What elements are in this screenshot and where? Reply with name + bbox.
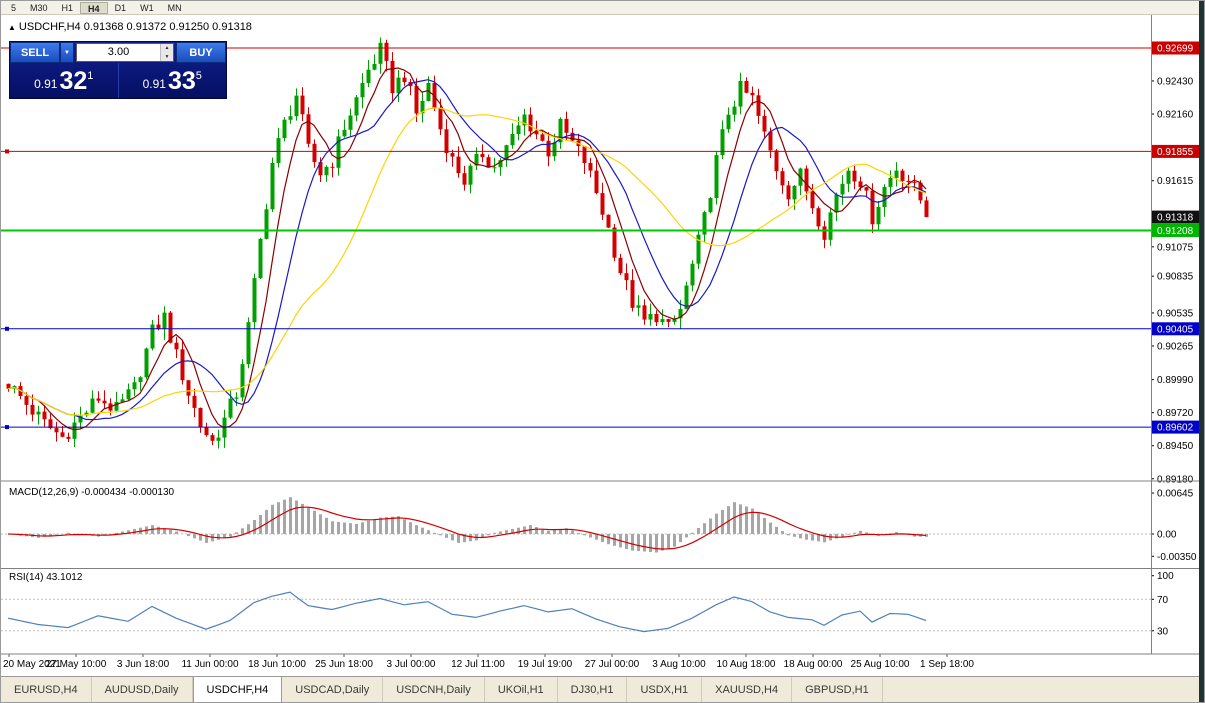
buy-price-prefix: 0.91 xyxy=(142,77,166,91)
svg-text:0.91318: 0.91318 xyxy=(1157,213,1194,224)
price-chart[interactable] xyxy=(1,37,1151,449)
svg-text:18 Aug 00:00: 18 Aug 00:00 xyxy=(784,659,843,670)
svg-text:30: 30 xyxy=(1157,626,1169,637)
svg-text:25 Aug 10:00: 25 Aug 10:00 xyxy=(851,659,910,670)
svg-text:20 May 2021: 20 May 2021 xyxy=(3,659,61,670)
tab-audusd-daily[interactable]: AUDUSD,Daily xyxy=(92,677,193,702)
volume-down-button[interactable]: ▼ xyxy=(161,52,173,61)
svg-text:0.90835: 0.90835 xyxy=(1157,272,1194,283)
tab-usdcad-daily[interactable]: USDCAD,Daily xyxy=(282,677,384,702)
svg-text:3 Jun 18:00: 3 Jun 18:00 xyxy=(117,659,170,670)
macd-panel[interactable] xyxy=(1,497,1151,553)
timeframe-h1[interactable]: H1 xyxy=(61,2,74,13)
svg-text:3 Jul 00:00: 3 Jul 00:00 xyxy=(387,659,436,670)
timeframe-w1[interactable]: W1 xyxy=(140,2,154,13)
svg-text:0.92430: 0.92430 xyxy=(1157,76,1194,87)
timeframe-bar: 5 M30 H1 H4 D1 W1 MN xyxy=(1,1,1204,15)
sell-price[interactable]: 0.91 32 1 xyxy=(10,63,119,98)
svg-text:70: 70 xyxy=(1157,595,1169,606)
svg-text:0.92160: 0.92160 xyxy=(1157,110,1194,121)
rsi-label: RSI(14) 43.1012 xyxy=(9,572,83,583)
svg-text:19 Jul 19:00: 19 Jul 19:00 xyxy=(518,659,573,670)
sell-button[interactable]: SELL xyxy=(10,42,60,63)
timeframe-mn[interactable]: MN xyxy=(167,2,182,13)
chart-title: ▲ USDCHF,H4 0.91368 0.91372 0.91250 0.913… xyxy=(8,21,252,33)
timeframe-5[interactable]: 5 xyxy=(11,2,17,13)
svg-text:0.89602: 0.89602 xyxy=(1157,423,1194,434)
svg-text:100: 100 xyxy=(1157,571,1174,582)
tab-eurusd-h4[interactable]: EURUSD,H4 xyxy=(1,677,92,702)
one-click-trading-panel: SELL ▼ 3.00 ▲ ▼ BUY 0.91 32 1 0.91 33 5 xyxy=(9,41,227,99)
svg-text:0.00645: 0.00645 xyxy=(1157,489,1194,500)
svg-text:10 Aug 18:00: 10 Aug 18:00 xyxy=(717,659,776,670)
window-right-edge xyxy=(1199,1,1204,702)
chart-title-text: USDCHF,H4 0.91368 0.91372 0.91250 0.9131… xyxy=(18,21,252,33)
svg-text:0.91075: 0.91075 xyxy=(1157,242,1194,253)
svg-text:1 Sep 18:00: 1 Sep 18:00 xyxy=(920,659,974,670)
buy-button[interactable]: BUY xyxy=(176,42,226,63)
svg-text:25 Jun 18:00: 25 Jun 18:00 xyxy=(315,659,373,670)
svg-text:0.89180: 0.89180 xyxy=(1157,474,1194,485)
svg-text:0.90405: 0.90405 xyxy=(1157,324,1194,335)
timeframe-h4[interactable]: H4 xyxy=(80,1,108,14)
svg-text:0.89720: 0.89720 xyxy=(1157,408,1194,419)
chart-symbol-icon: ▲ xyxy=(8,23,16,32)
svg-text:0.91855: 0.91855 xyxy=(1157,147,1194,158)
tab-dj30-h1[interactable]: DJ30,H1 xyxy=(558,677,628,702)
sell-price-big: 32 xyxy=(59,67,88,95)
svg-text:27 May 10:00: 27 May 10:00 xyxy=(46,659,107,670)
sell-dropdown-icon[interactable]: ▼ xyxy=(60,42,74,63)
symbol-tabs: EURUSD,H4 AUDUSD,Daily USDCHF,H4 USDCAD,Dai… xyxy=(1,676,1204,702)
buy-price[interactable]: 0.91 33 5 xyxy=(119,63,227,98)
buy-price-sup: 5 xyxy=(195,70,202,82)
volume-up-button[interactable]: ▲ xyxy=(161,44,173,53)
tab-gbpusd-h1[interactable]: GBPUSD,H1 xyxy=(792,677,883,702)
volume-value[interactable]: 3.00 xyxy=(107,46,130,58)
tab-usdx-h1[interactable]: USDX,H1 xyxy=(627,677,703,702)
svg-text:0.90265: 0.90265 xyxy=(1157,341,1194,352)
svg-text:0.00: 0.00 xyxy=(1157,530,1177,541)
tab-usdchf-h4[interactable]: USDCHF,H4 xyxy=(192,677,283,702)
macd-label: MACD(12,26,9) -0.000434 -0.000130 xyxy=(9,487,175,498)
svg-text:0.91615: 0.91615 xyxy=(1157,176,1194,187)
svg-text:0.92699: 0.92699 xyxy=(1157,44,1194,55)
svg-text:3 Aug 10:00: 3 Aug 10:00 xyxy=(652,659,706,670)
svg-text:0.89450: 0.89450 xyxy=(1157,441,1194,452)
rsi-panel[interactable] xyxy=(1,591,1151,633)
svg-text:-0.00350: -0.00350 xyxy=(1157,552,1197,563)
svg-text:27 Jul 00:00: 27 Jul 00:00 xyxy=(585,659,640,670)
price-axis[interactable]: 0.92430 0.92160 0.91615 0.91075 0.90835 0.905… xyxy=(1151,41,1203,638)
buy-price-big: 33 xyxy=(167,67,196,95)
tab-ukoil-h1[interactable]: UKOil,H1 xyxy=(485,677,558,702)
chart-area[interactable]: 0.92430 0.92160 0.91615 0.91075 0.90835 0.905… xyxy=(1,15,1205,678)
svg-text:0.90535: 0.90535 xyxy=(1157,308,1194,319)
sell-price-sup: 1 xyxy=(87,70,94,82)
svg-text:18 Jun 10:00: 18 Jun 10:00 xyxy=(248,659,306,670)
tab-usdcnh-daily[interactable]: USDCNH,Daily xyxy=(383,677,485,702)
timeframe-d1[interactable]: D1 xyxy=(114,2,127,13)
svg-text:0.91208: 0.91208 xyxy=(1157,226,1194,237)
tab-xauusd-h4[interactable]: XAUUSD,H4 xyxy=(702,677,793,702)
svg-text:12 Jul 11:00: 12 Jul 11:00 xyxy=(451,659,505,670)
volume-field[interactable]: 3.00 ▲ ▼ xyxy=(76,43,174,62)
svg-text:11 Jun 00:00: 11 Jun 00:00 xyxy=(181,659,239,670)
timeframe-m30[interactable]: M30 xyxy=(30,2,48,13)
svg-text:0.89990: 0.89990 xyxy=(1157,375,1194,386)
sell-price-prefix: 0.91 xyxy=(34,77,58,91)
